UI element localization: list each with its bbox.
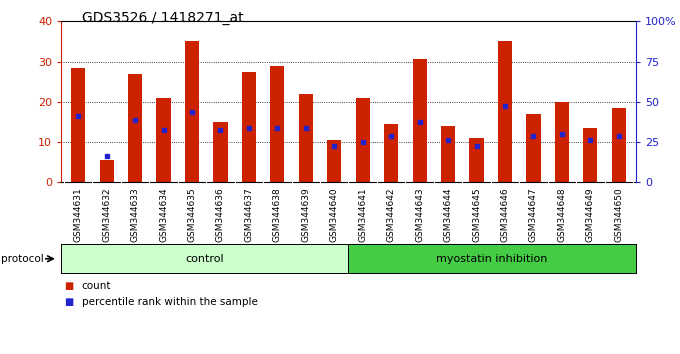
Bar <box>242 72 256 182</box>
Text: GSM344647: GSM344647 <box>529 187 538 242</box>
Text: GSM344640: GSM344640 <box>330 187 339 242</box>
Text: GSM344646: GSM344646 <box>500 187 509 242</box>
Text: myostatin inhibition: myostatin inhibition <box>437 254 548 264</box>
Text: protocol: protocol <box>1 254 44 264</box>
Text: control: control <box>186 254 224 264</box>
Bar <box>611 108 626 182</box>
Bar <box>156 98 171 182</box>
Text: GSM344631: GSM344631 <box>73 187 83 242</box>
Text: GSM344642: GSM344642 <box>387 187 396 242</box>
Text: GSM344649: GSM344649 <box>585 187 595 242</box>
Text: GSM344637: GSM344637 <box>244 187 254 242</box>
Bar <box>583 128 598 182</box>
Bar <box>185 41 199 182</box>
Text: GSM344644: GSM344644 <box>443 187 453 242</box>
Bar <box>71 68 86 182</box>
Text: GSM344645: GSM344645 <box>472 187 481 242</box>
Text: ■: ■ <box>65 281 74 291</box>
Bar <box>99 160 114 182</box>
Bar <box>270 65 284 182</box>
Bar <box>441 126 455 182</box>
Bar <box>356 98 370 182</box>
Text: GSM344634: GSM344634 <box>159 187 168 242</box>
Bar <box>327 140 341 182</box>
Bar <box>128 74 142 182</box>
Text: percentile rank within the sample: percentile rank within the sample <box>82 297 258 307</box>
Bar <box>555 102 569 182</box>
Text: ■: ■ <box>65 297 74 307</box>
Bar <box>498 41 512 182</box>
Bar <box>526 114 541 182</box>
Bar <box>299 94 313 182</box>
Text: GSM344650: GSM344650 <box>614 187 624 242</box>
Bar <box>413 59 427 182</box>
Text: count: count <box>82 281 111 291</box>
Text: GSM344643: GSM344643 <box>415 187 424 242</box>
Text: GDS3526 / 1418271_at: GDS3526 / 1418271_at <box>82 11 243 25</box>
Text: GSM344635: GSM344635 <box>188 187 197 242</box>
Bar <box>384 124 398 182</box>
Text: GSM344639: GSM344639 <box>301 187 310 242</box>
Bar <box>469 138 483 182</box>
Text: GSM344636: GSM344636 <box>216 187 225 242</box>
Text: GSM344648: GSM344648 <box>558 187 566 242</box>
Text: GSM344638: GSM344638 <box>273 187 282 242</box>
Text: GSM344632: GSM344632 <box>102 187 112 242</box>
Text: GSM344641: GSM344641 <box>358 187 367 242</box>
Text: GSM344633: GSM344633 <box>131 187 139 242</box>
Bar <box>214 122 228 182</box>
